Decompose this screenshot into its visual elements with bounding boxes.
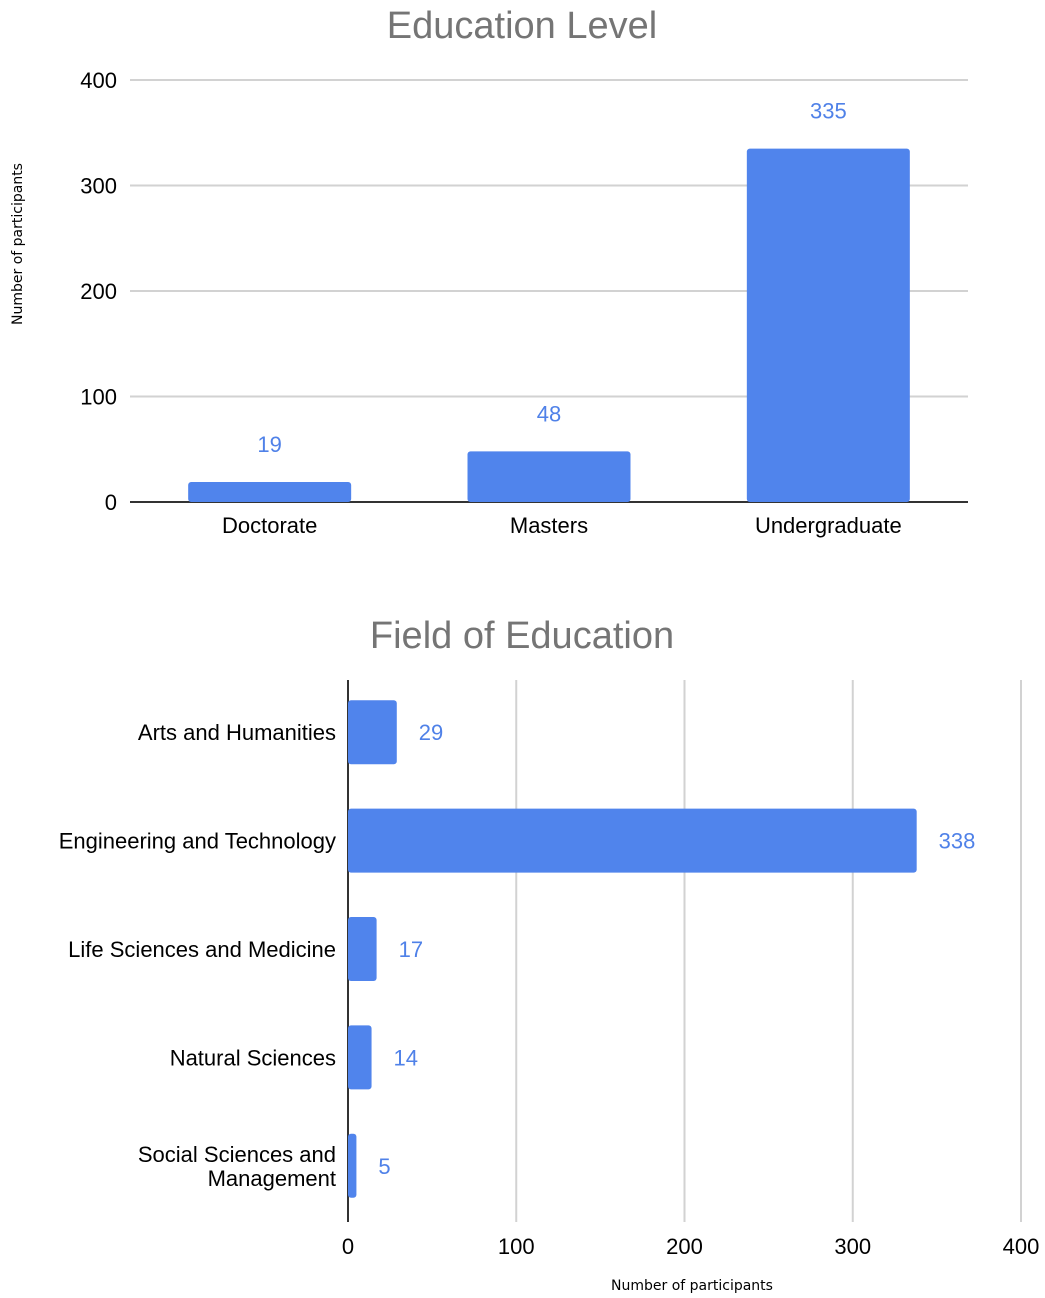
data-label-doctorate: 19 — [257, 432, 281, 457]
x-tick-undergraduate: Undergraduate — [755, 513, 902, 538]
bar-engineering-and-technology — [348, 808, 917, 873]
y-tick-engineering-and-technology: Engineering and Technology — [59, 829, 336, 854]
data-label-natural-sciences: 14 — [394, 1045, 418, 1070]
education-level-data-labels: 19 48 335 — [257, 99, 846, 457]
data-label-social-sciences-and-management: 5 — [378, 1154, 390, 1179]
y-tick-social-sciences-and-management: Social Sciences and Management — [138, 1142, 336, 1191]
education-level-categories: Doctorate Masters Undergraduate — [222, 513, 902, 538]
education-level-bars — [188, 148, 910, 502]
field-of-education-data-labels: 29 338 17 14 5 — [378, 720, 975, 1179]
y-tick-200: 200 — [80, 279, 117, 304]
education-level-chart: Education Level Number of participants 0… — [10, 5, 968, 538]
field-of-education-bars — [348, 700, 917, 1198]
bar-life-sciences-and-medicine — [348, 917, 377, 981]
field-of-education-x-axis-title: Number of participants — [611, 1278, 773, 1294]
bar-natural-sciences — [348, 1025, 372, 1090]
field-of-education-x-ticks: 0 100 200 300 400 — [342, 1234, 1039, 1259]
x-tick-100: 100 — [498, 1234, 535, 1259]
data-label-arts-and-humanities: 29 — [419, 720, 443, 745]
bar-masters — [467, 451, 631, 502]
education-level-title: Education Level — [387, 5, 657, 47]
bar-arts-and-humanities — [348, 700, 397, 765]
y-tick-100: 100 — [80, 385, 117, 410]
y-tick-arts-and-humanities: Arts and Humanities — [138, 720, 336, 745]
y-tick-400: 400 — [80, 68, 117, 93]
bar-undergraduate — [746, 148, 910, 502]
bar-social-sciences-and-management — [348, 1133, 357, 1198]
field-of-education-title: Field of Education — [370, 615, 674, 657]
x-tick-400: 400 — [1003, 1234, 1040, 1259]
x-tick-masters: Masters — [510, 513, 588, 538]
y-tick-0: 0 — [105, 490, 117, 515]
x-tick-doctorate: Doctorate — [222, 513, 317, 538]
education-level-y-axis-title: Number of participants — [10, 163, 26, 325]
x-tick-0: 0 — [342, 1234, 354, 1259]
y-tick-natural-sciences: Natural Sciences — [170, 1045, 336, 1070]
field-of-education-gridlines — [347, 680, 1022, 1222]
education-level-y-ticks: 0 100 200 300 400 — [80, 68, 117, 515]
x-tick-200: 200 — [666, 1234, 703, 1259]
data-label-engineering-and-technology: 338 — [939, 829, 976, 854]
data-label-life-sciences-and-medicine: 17 — [399, 937, 423, 962]
field-of-education-chart: Field of Education Number of participant… — [59, 615, 1040, 1294]
y-tick-life-sciences-and-medicine: Life Sciences and Medicine — [68, 937, 336, 962]
bar-doctorate — [188, 481, 352, 502]
data-label-masters: 48 — [537, 401, 561, 426]
x-tick-300: 300 — [834, 1234, 871, 1259]
data-label-undergraduate: 335 — [810, 99, 847, 124]
y-tick-300: 300 — [80, 174, 117, 199]
field-of-education-categories: Arts and Humanities Engineering and Techn… — [59, 720, 336, 1191]
